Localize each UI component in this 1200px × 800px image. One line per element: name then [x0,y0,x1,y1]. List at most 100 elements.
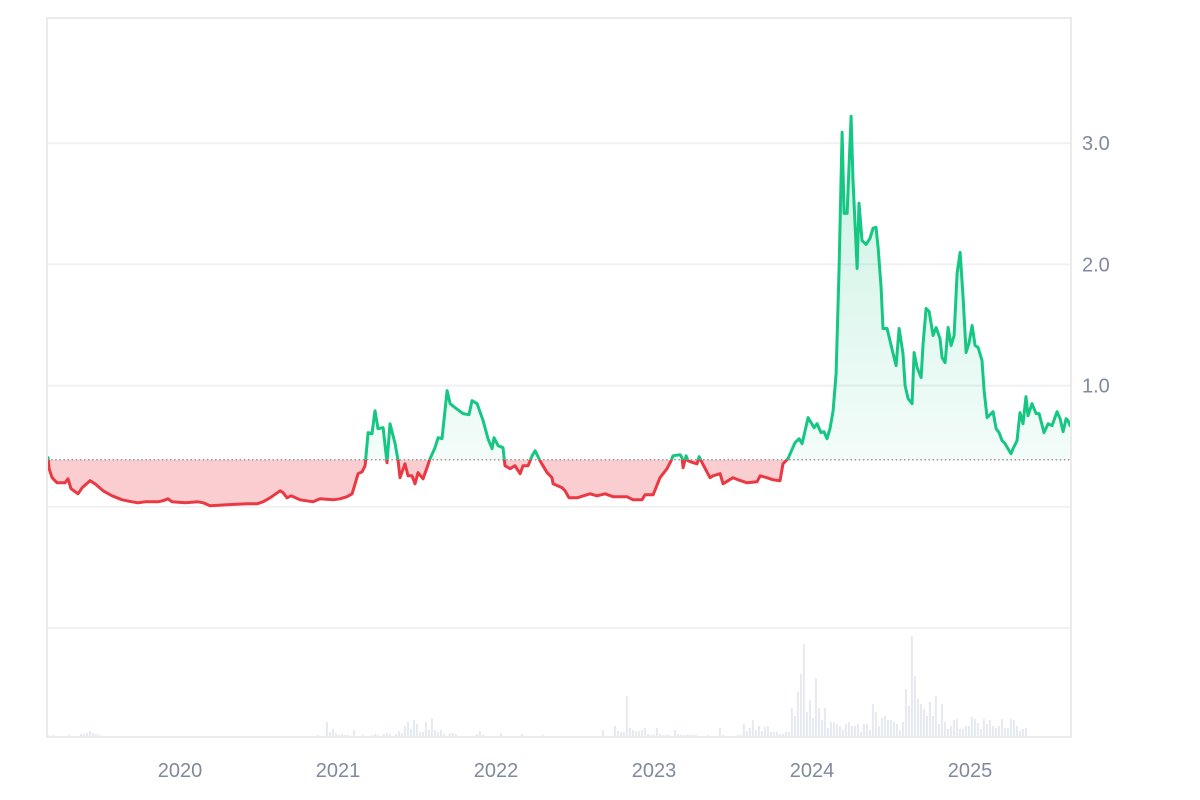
volume-bar [772,732,775,737]
volume-bar [919,704,922,737]
volume-bar [616,731,619,737]
volume-bar [409,729,412,737]
volume-bar [916,699,919,737]
volume-bar [499,733,502,737]
volume-bar [784,732,787,737]
volume-bar [433,730,436,737]
volume-bar [340,734,343,737]
volume-bar [964,726,967,737]
volume-bar [646,734,649,737]
volume-bar [877,726,880,737]
volume-bar [820,720,823,737]
x-axis: 2020 2021 2022 2023 2024 2025 [158,760,993,782]
volume-bar [1015,726,1018,737]
volume-bar [814,678,817,737]
volume-bar [985,724,988,737]
volume-bar [775,732,778,737]
volume-bar [406,722,409,737]
volume-bar [631,730,634,737]
volume-bar [1009,719,1012,737]
volume-bar [751,720,754,737]
volume-bar [382,734,385,737]
volume-bar [952,720,955,737]
volume-bar [910,636,913,737]
volume-bar [1018,731,1021,737]
volume-bar [922,709,925,737]
volume-bar [427,730,430,737]
volume-bar [754,730,757,737]
volume-bar [934,696,937,737]
volume-bar [853,726,856,737]
volume-bar [94,734,97,737]
volume-bar [991,726,994,737]
volume-bar [637,731,640,737]
volume-bar [913,676,916,737]
volume-bar [838,726,841,737]
volume-bar [982,719,985,737]
volume-bar [979,729,982,737]
volume-bar [907,706,910,737]
volume-bar [394,734,397,737]
volume-bar [412,720,415,737]
volume-bar [628,728,631,737]
volume-bar [901,722,904,737]
volume-bar [757,726,760,737]
volume-bar [625,696,628,737]
volume-bar [766,726,769,737]
volume-bar [79,734,82,737]
volume-bar [904,689,907,737]
area-above-baseline [48,116,1071,460]
volume-bar [799,674,802,737]
volume-bar [478,731,481,737]
volume-bar [673,730,676,737]
volume-bar [973,719,976,737]
volume-bar [91,733,94,737]
volume-bar [883,716,886,737]
volume-bar [925,716,928,737]
plot-hover-area[interactable] [47,18,1071,737]
volume-bar [331,729,334,737]
volume-bar [1003,728,1006,737]
volume-bar [619,732,622,737]
volume-bar [886,720,889,737]
volume-bar [763,727,766,737]
volume-bar [880,718,883,737]
volume-bar [892,722,895,737]
volume-bar [931,716,934,737]
plot-area[interactable] [47,18,1071,737]
volume-bar [958,729,961,737]
volume-bar [805,712,808,737]
volume-bar [847,722,850,737]
volume-bar [1024,728,1027,737]
volume-bar [859,732,862,737]
volume-bar [415,724,418,737]
x-tick-label: 2022 [474,760,519,782]
volume-bar [793,716,796,737]
volume-bar [451,733,454,737]
volume-bar [811,718,814,737]
volume-bar [601,730,604,737]
volume-bar [832,722,835,737]
volume-bar [328,732,331,737]
volume-bar [802,644,805,737]
volume-bar [325,722,328,737]
volume-bar [826,728,829,737]
volume-bar [655,728,658,737]
volume-bar [994,728,997,737]
volume-bar [1021,729,1024,737]
y-axis: 3.0 2.0 1.0 [1082,133,1110,397]
volume-bar [745,731,748,737]
volume-bar [940,704,943,737]
volume-bar [373,734,376,737]
volume-bar [871,704,874,737]
volume-bar [823,708,826,737]
x-tick-label: 2023 [632,760,677,782]
plot-border [46,17,1072,738]
volume-bar [946,729,949,737]
volume-bar [613,726,616,737]
volume-bar [850,726,853,737]
volume-bar [943,722,946,737]
volume-bar [676,734,679,737]
volume-bar [400,733,403,737]
